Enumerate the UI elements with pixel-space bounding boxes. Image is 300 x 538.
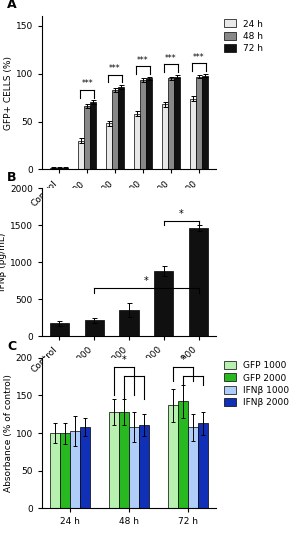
Bar <box>139 425 149 508</box>
Bar <box>202 75 208 169</box>
Bar <box>146 79 152 169</box>
Bar <box>140 80 146 169</box>
Bar <box>50 167 56 169</box>
Bar <box>84 106 90 169</box>
Text: ***: *** <box>193 53 205 62</box>
Text: C: C <box>7 340 16 353</box>
Bar <box>60 433 70 508</box>
Bar <box>50 323 69 336</box>
Text: ***: *** <box>109 64 121 73</box>
Legend: GFP 1000, GFP 2000, IFNβ 1000, IFNβ 2000: GFP 1000, GFP 2000, IFNβ 1000, IFNβ 2000 <box>222 359 291 409</box>
Bar <box>190 98 196 169</box>
Bar <box>154 271 173 336</box>
Bar <box>189 228 208 336</box>
Bar <box>168 405 178 508</box>
Bar <box>80 427 90 508</box>
Bar <box>119 412 129 508</box>
Y-axis label: Absorbance (% of control): Absorbance (% of control) <box>4 374 13 492</box>
Bar <box>118 87 124 169</box>
Y-axis label: GFP+ CELLS (%): GFP+ CELLS (%) <box>4 56 13 130</box>
Bar <box>188 427 198 508</box>
Y-axis label: IFNβ (pg/mL): IFNβ (pg/mL) <box>0 233 7 292</box>
Legend: 24 h, 48 h, 72 h: 24 h, 48 h, 72 h <box>222 18 265 55</box>
Bar <box>85 320 104 336</box>
Bar <box>196 76 202 169</box>
Bar <box>178 401 188 508</box>
Bar <box>112 90 118 169</box>
Bar <box>162 104 168 169</box>
Bar <box>198 423 208 508</box>
Bar <box>129 427 139 508</box>
Bar <box>109 412 119 508</box>
Text: ***: *** <box>137 55 149 65</box>
Bar <box>119 310 139 336</box>
Text: A: A <box>7 0 17 11</box>
Text: B: B <box>7 171 17 184</box>
Text: *: * <box>179 209 184 219</box>
Bar <box>62 167 68 169</box>
Bar <box>90 102 96 169</box>
Text: ***: *** <box>165 54 177 62</box>
Bar <box>106 124 112 169</box>
Text: *: * <box>144 277 149 286</box>
Bar <box>50 433 60 508</box>
Bar <box>174 76 180 169</box>
Bar <box>56 167 62 169</box>
Text: *: * <box>122 355 126 365</box>
Bar <box>78 141 84 169</box>
Bar <box>70 431 80 508</box>
Bar <box>134 114 140 169</box>
Bar <box>168 79 174 169</box>
Text: *: * <box>181 355 185 365</box>
Text: ***: *** <box>81 80 93 88</box>
